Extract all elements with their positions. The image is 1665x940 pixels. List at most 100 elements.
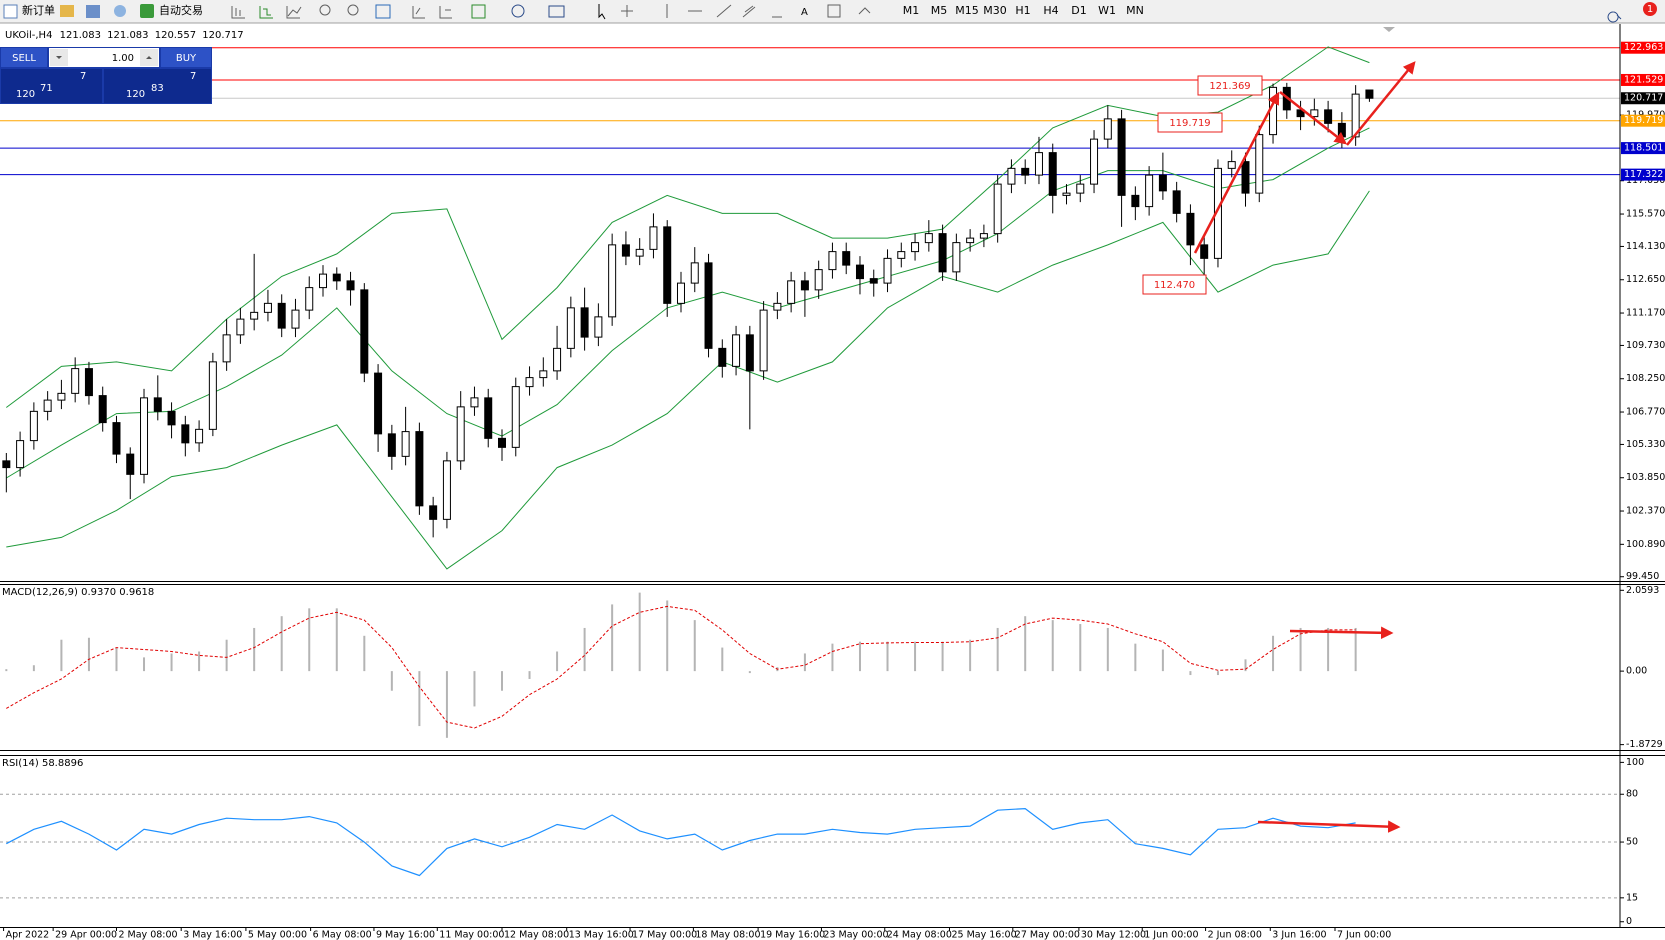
sell-button[interactable] — [1, 48, 47, 67]
x-tick-label: 2 May 08:00 — [118, 930, 177, 940]
templates-icon[interactable] — [548, 5, 565, 18]
level-label-box — [1621, 114, 1665, 127]
level-label: 118.501 — [1624, 143, 1663, 154]
shift-icon[interactable] — [439, 6, 452, 19]
channel-icon[interactable] — [742, 5, 756, 18]
candle-body — [319, 273, 328, 289]
y-tick-label: 117.050 — [1626, 175, 1665, 186]
timeframe[interactable]: M5 — [931, 4, 948, 17]
bollinger-lower — [6, 190, 1370, 570]
trendline-icon[interactable] — [716, 4, 732, 18]
zoom-in-icon[interactable] — [319, 4, 331, 16]
high: 121.083 — [107, 30, 148, 41]
candle-body — [263, 302, 272, 313]
candle-body — [566, 307, 575, 349]
candle-body — [580, 307, 589, 338]
buy-price-box[interactable] — [104, 69, 211, 103]
macd-bar — [969, 639, 972, 672]
auto-trading[interactable]: 自动交易 — [159, 3, 203, 17]
cursor-icon[interactable] — [598, 4, 606, 20]
macd-bar — [445, 671, 448, 738]
buy-price-big[interactable]: 120 — [126, 89, 145, 100]
timeframe[interactable]: M15 — [955, 4, 979, 17]
candle-icon[interactable] — [259, 6, 273, 19]
candle-body — [497, 437, 506, 448]
macd-bar — [1244, 659, 1247, 672]
arrows-icon[interactable] — [858, 7, 871, 15]
level-label-box — [1621, 142, 1665, 155]
macd-signal — [6, 605, 1356, 729]
y-tick-label: 111.170 — [1626, 308, 1665, 319]
new-order-icon[interactable] — [3, 4, 18, 19]
macd-bar — [1051, 620, 1054, 672]
sell-price-main[interactable]: 71 — [40, 83, 53, 94]
candle-body — [1172, 190, 1181, 214]
trade-panel: SELL 1.00 BUY 120 71 7 120 83 7 — [0, 47, 212, 104]
macd-bar — [528, 671, 531, 679]
level-label-box — [1621, 41, 1665, 54]
candle-body — [883, 257, 892, 284]
candle-body — [553, 347, 562, 372]
timeframe[interactable]: H4 — [1043, 4, 1058, 17]
timeframe[interactable]: D1 — [1071, 4, 1086, 17]
search-icon[interactable] — [1607, 11, 1622, 23]
candle-body — [1145, 174, 1154, 208]
timeframe[interactable]: M30 — [983, 4, 1007, 17]
candle-body — [525, 377, 534, 388]
timeframe[interactable]: MN — [1126, 4, 1144, 17]
lots[interactable]: 1.00 — [112, 53, 134, 64]
macd-bar — [335, 608, 338, 672]
bar-chart-icon[interactable] — [231, 6, 245, 19]
candle-body — [1007, 167, 1016, 185]
arrow — [1257, 820, 1401, 833]
auto-trading-icon[interactable] — [140, 4, 154, 18]
notification-badge[interactable] — [1643, 2, 1657, 16]
sell-label[interactable]: SELL — [12, 53, 36, 64]
label-icon[interactable] — [827, 4, 841, 18]
candle-body — [704, 262, 713, 349]
x-tick-label: 19 May 16:00 — [760, 930, 825, 940]
sell-price-small[interactable]: 7 — [80, 71, 86, 82]
candle-body — [222, 334, 231, 363]
toolbar-icon[interactable] — [114, 5, 126, 17]
macd-bar — [418, 671, 421, 727]
timeframe[interactable]: W1 — [1098, 4, 1116, 17]
buy-label[interactable]: BUY — [176, 53, 197, 64]
level-label: 122.963 — [1624, 42, 1663, 53]
candle-body — [332, 273, 341, 282]
periods-icon[interactable] — [511, 4, 525, 18]
candle-body — [250, 311, 259, 320]
scroll-icon[interactable] — [412, 6, 425, 19]
rsi-line — [6, 807, 1356, 877]
buy-button[interactable] — [161, 48, 211, 67]
macd-bar — [500, 671, 503, 691]
sell-price-big[interactable]: 120 — [16, 89, 35, 100]
rsi-title: RSI(14) 58.8896 — [2, 758, 83, 769]
timeframe[interactable]: H1 — [1015, 4, 1030, 17]
timeframes: M1 M5 M15 M30 H1 H4 D1 W1 MN — [903, 4, 1144, 17]
candle-body — [360, 289, 369, 374]
candle-body — [1365, 89, 1374, 99]
annotations — [1193, 61, 1416, 833]
toolbar-icon[interactable] — [86, 5, 100, 18]
toolbar-icon[interactable] — [60, 5, 74, 17]
notification-count[interactable]: 1 — [1647, 4, 1653, 15]
macd-bar — [32, 665, 35, 672]
x-tick-label: Apr 2022 — [6, 930, 50, 940]
line-chart-icon[interactable] — [286, 6, 302, 19]
tile-icon[interactable] — [375, 4, 391, 19]
text-tool[interactable]: A — [801, 7, 808, 18]
lots-field[interactable] — [49, 48, 159, 67]
candle-body — [1310, 109, 1319, 118]
sell-price-box[interactable] — [1, 69, 102, 103]
buy-price-main[interactable]: 83 — [151, 83, 164, 94]
timeframe[interactable]: M1 — [903, 4, 920, 17]
zoom-out-icon[interactable] — [347, 4, 359, 16]
candle-body — [1296, 109, 1305, 118]
x-tick-label: 6 May 08:00 — [313, 930, 372, 940]
annotation-label: 112.470 — [1154, 280, 1195, 291]
crosshair-icon[interactable] — [621, 5, 633, 17]
indicators-icon[interactable] — [471, 4, 486, 19]
new-order[interactable]: 新订单 — [22, 3, 55, 17]
buy-price-small[interactable]: 7 — [190, 71, 196, 82]
